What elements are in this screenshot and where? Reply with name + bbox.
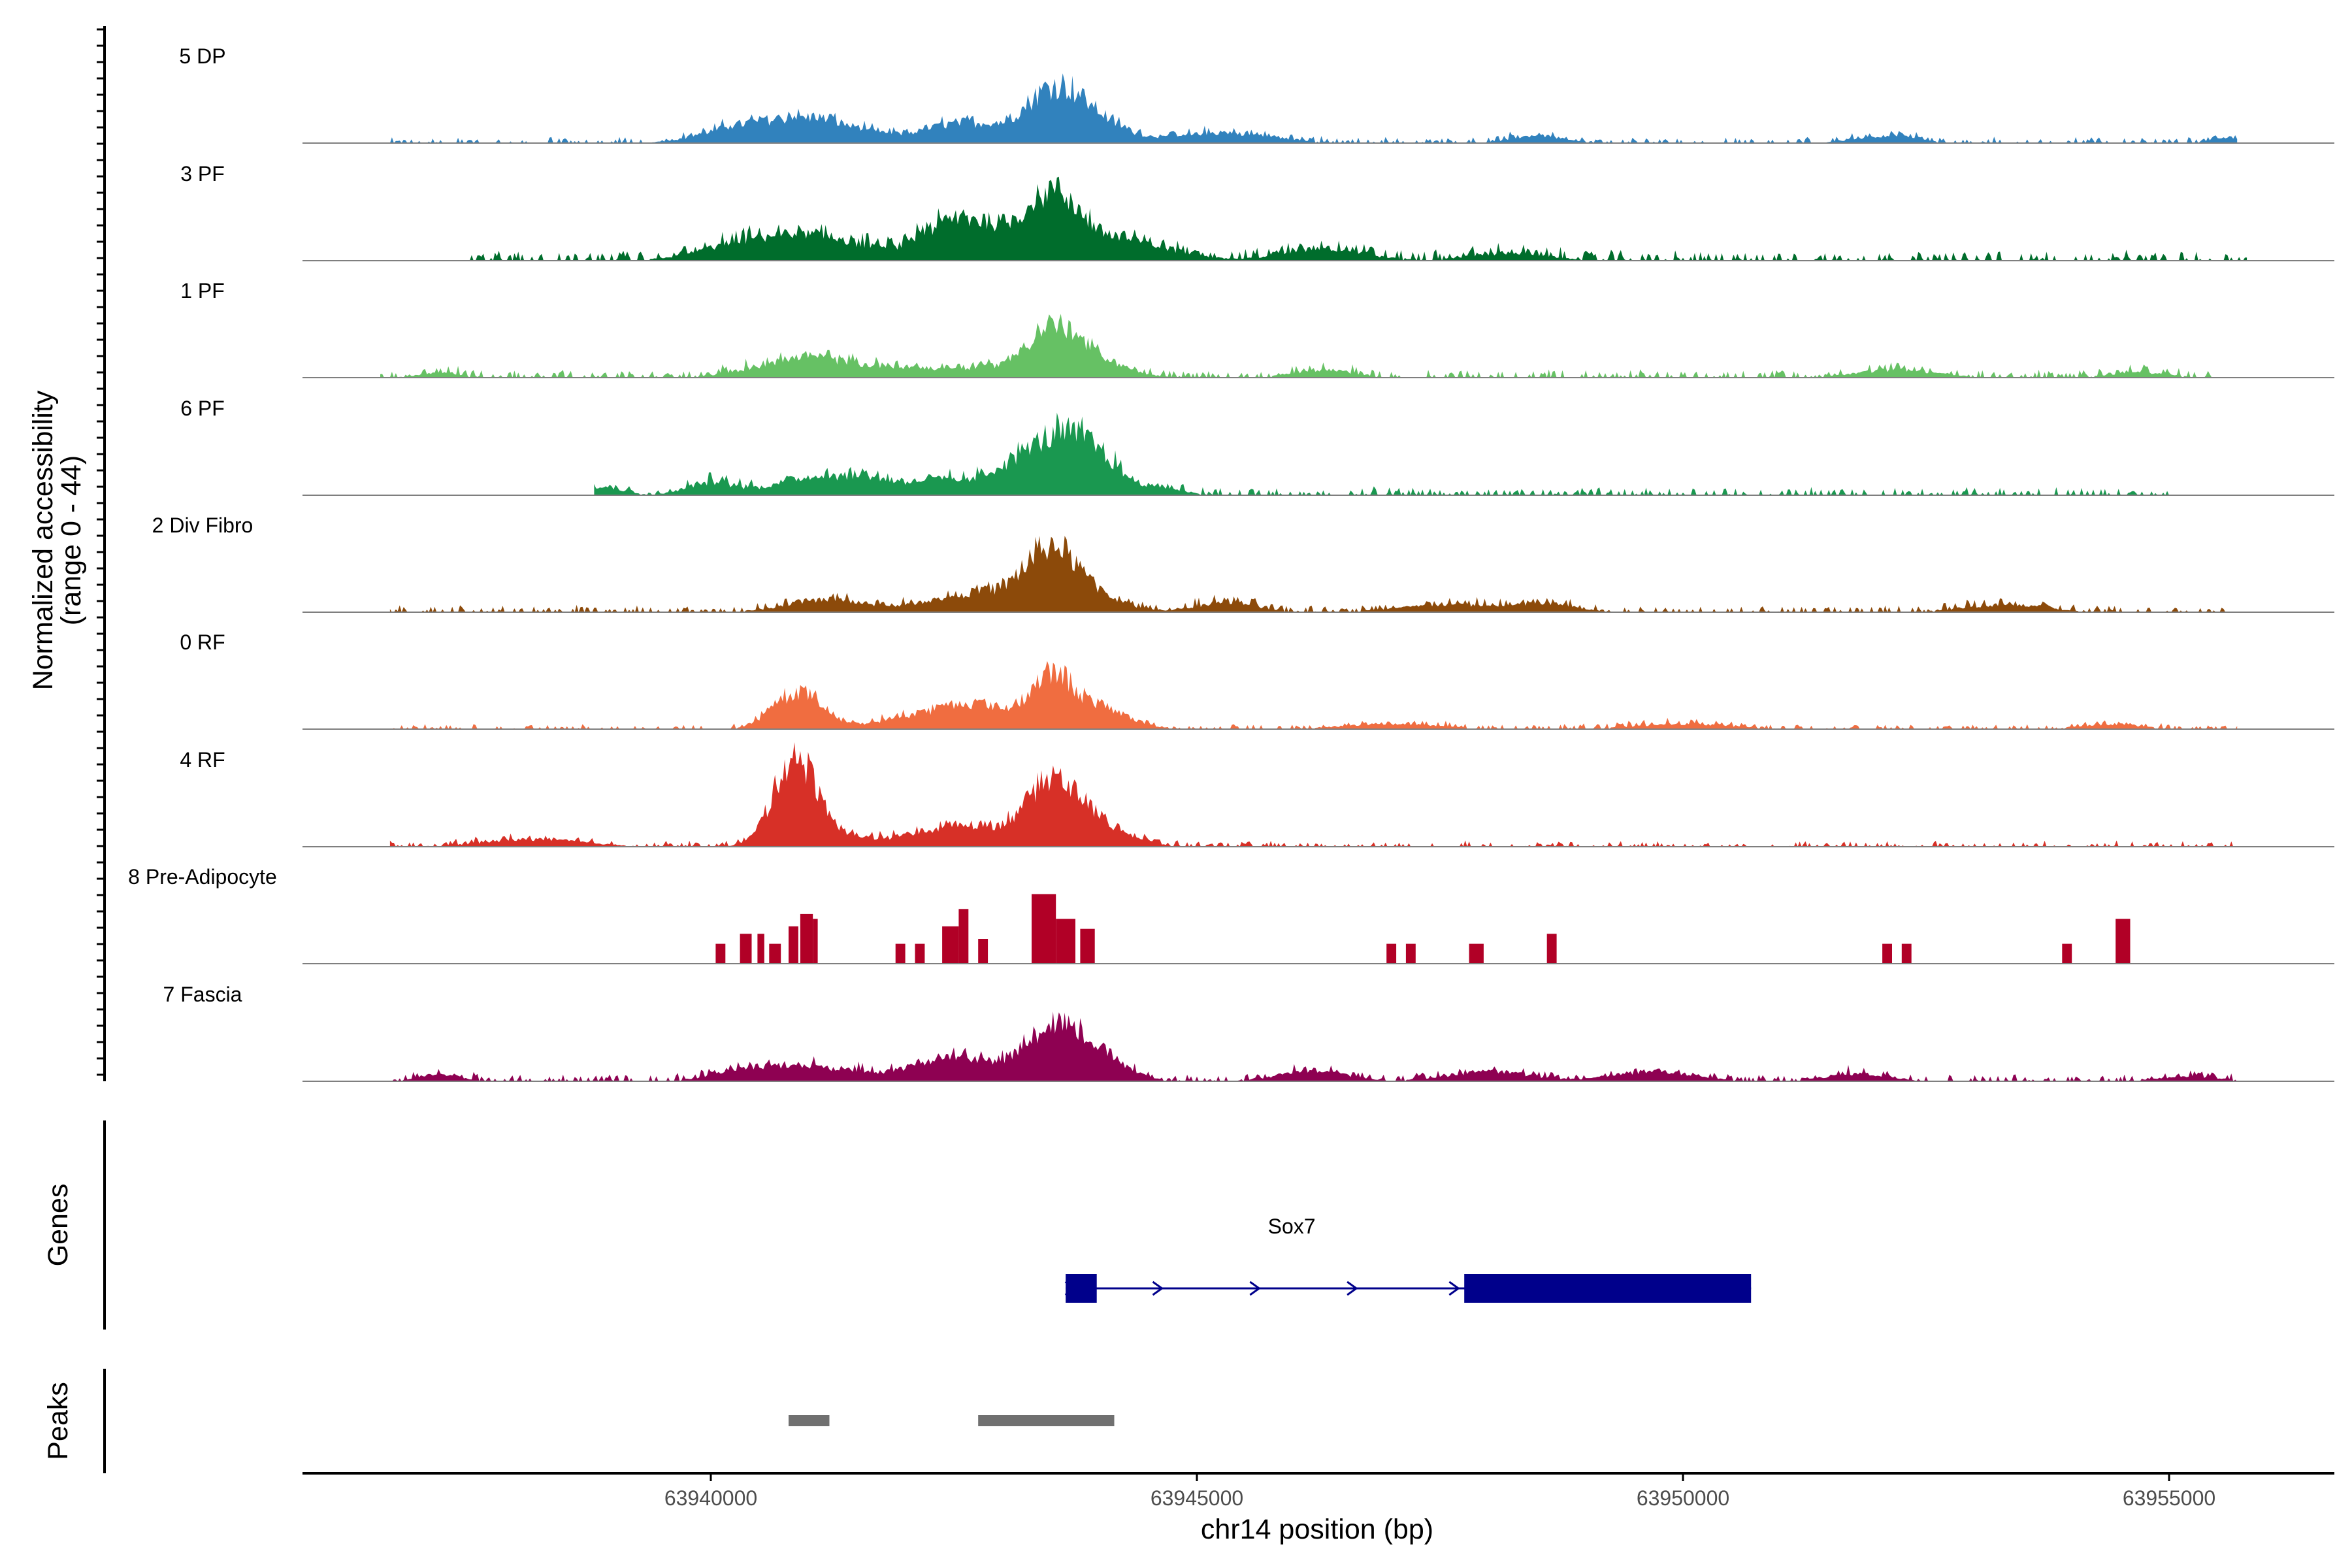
y-axis-title-line1: Normalized accessibility xyxy=(27,390,59,690)
track-label: 5 DP xyxy=(179,44,225,68)
gene-annotation: Sox7 xyxy=(1064,1215,1752,1303)
track-label: 0 RF xyxy=(180,630,225,654)
coverage-area xyxy=(389,536,2238,612)
coverage-block xyxy=(1032,894,1056,964)
x-axis: 63940000 63945000 63950000 63955000 xyxy=(664,1473,2215,1510)
coverage-block xyxy=(1080,928,1095,964)
track-label: 7 Fascia xyxy=(163,983,242,1006)
x-axis-title: chr14 position (bp) xyxy=(1201,1514,1433,1545)
coverage-block xyxy=(2062,943,2072,964)
coverage-area xyxy=(389,1011,2238,1081)
strand-arrow xyxy=(1152,1281,1164,1296)
track-label: 1 PF xyxy=(180,279,225,302)
track-8-pre-adipocyte: 8 Pre-Adipocyte xyxy=(128,865,2334,964)
coverage-block xyxy=(789,926,798,964)
track-7-fascia: 7 Fascia xyxy=(163,983,2334,1082)
coverage-block xyxy=(715,943,726,964)
coverage-block xyxy=(1546,934,1557,964)
coverage-area xyxy=(380,314,2238,378)
coverage-block xyxy=(895,943,906,964)
coverage-block xyxy=(813,919,818,964)
track-label: 2 Div Fibro xyxy=(152,514,253,537)
peaks-panel-title: Peaks xyxy=(42,1382,74,1460)
track-4-rf: 4 RF xyxy=(180,742,2334,847)
coverage-tracks: 5 DP 3 PF 1 PF 6 PF 2 Div Fibro 0 RF 4 RF 8 Pre… xyxy=(128,44,2334,1082)
track-3-pf: 3 PF xyxy=(180,162,2334,261)
track-label: 8 Pre-Adipocyte xyxy=(128,865,277,889)
coverage-block xyxy=(757,934,764,964)
coverage-block xyxy=(1469,943,1484,964)
strand-arrow xyxy=(1347,1281,1358,1296)
track-2-div-fibro: 2 Div Fibro xyxy=(152,514,2334,613)
x-tick-label: 63945000 xyxy=(1151,1486,1243,1510)
peak-regions xyxy=(789,1415,1115,1426)
track-1-pf: 1 PF xyxy=(180,279,2334,378)
coverage-block xyxy=(958,909,969,964)
coverage-block xyxy=(2115,919,2131,964)
coverage-block xyxy=(1056,919,1075,964)
coverage-block xyxy=(1405,943,1416,964)
strand-arrow xyxy=(1249,1281,1261,1296)
coverage-area xyxy=(389,661,2238,729)
x-tick-label: 63940000 xyxy=(664,1486,757,1510)
peak-region xyxy=(978,1415,1115,1426)
track-0-rf: 0 RF xyxy=(180,630,2334,730)
coverage-block xyxy=(769,943,781,964)
track-6-pf: 6 PF xyxy=(180,397,2334,496)
gene-label: Sox7 xyxy=(1268,1215,1316,1238)
track-label: 3 PF xyxy=(180,162,225,186)
coverage-area xyxy=(389,742,2238,847)
x-tick-label: 63950000 xyxy=(1637,1486,1729,1510)
coverage-block xyxy=(800,913,813,964)
coverage-block xyxy=(915,943,925,964)
coverage-block xyxy=(1386,943,1397,964)
coverage-block xyxy=(1882,943,1892,964)
coverage-y-axis xyxy=(97,26,106,1081)
coverage-area xyxy=(468,176,2247,261)
x-tick-label: 63955000 xyxy=(2123,1486,2215,1510)
coverage-block xyxy=(942,926,959,964)
gene-exon xyxy=(1066,1274,1097,1303)
coverage-block xyxy=(740,934,752,964)
gene-sox7: Sox7 xyxy=(1064,1215,1752,1303)
coverage-area xyxy=(389,73,2238,143)
strand-arrow xyxy=(1448,1281,1460,1296)
y-axis-title-line2: (range 0 - 44) xyxy=(56,455,87,626)
coverage-block xyxy=(978,939,988,964)
coverage-area xyxy=(594,412,2170,495)
genes-panel-title: Genes xyxy=(42,1184,74,1267)
coverage-block xyxy=(1901,943,1912,964)
track-label: 6 PF xyxy=(180,397,225,420)
track-5-dp: 5 DP xyxy=(179,44,2334,144)
peak-region xyxy=(789,1415,830,1426)
strand-arrow xyxy=(1064,1281,1077,1296)
track-label: 4 RF xyxy=(180,748,225,772)
gene-exon xyxy=(1464,1274,1752,1303)
